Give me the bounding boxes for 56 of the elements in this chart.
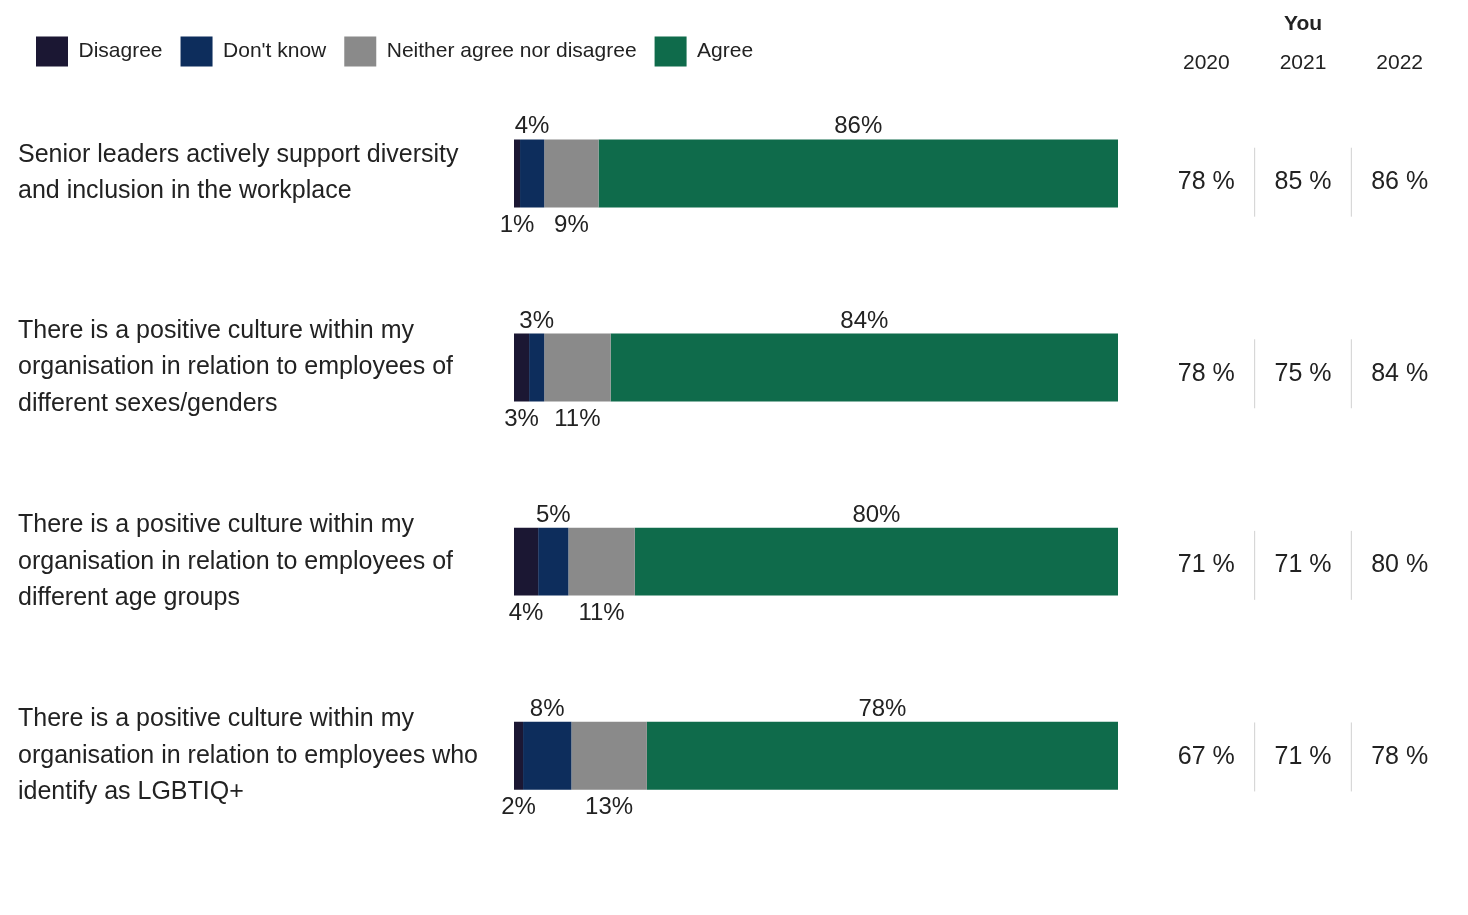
text: 80 %: [1371, 549, 1429, 578]
legend-label: Disagree: [78, 38, 163, 62]
data-label: 3%: [519, 305, 554, 333]
bar: [529, 333, 545, 402]
data-label: 5%: [535, 499, 571, 527]
data-label: 2%: [501, 792, 536, 820]
data-label: 13%: [585, 792, 634, 820]
data-label: 80%: [852, 499, 901, 527]
bar: [514, 139, 521, 208]
bar: [514, 527, 539, 596]
text: 75 %: [1274, 357, 1332, 386]
data-label: 86%: [834, 111, 883, 139]
data-label: 78%: [858, 693, 907, 721]
bar: [544, 333, 611, 402]
data-label: 4%: [514, 111, 550, 139]
data-label: 11%: [578, 598, 625, 626]
text: 86 %: [1371, 166, 1429, 195]
data-label: 8%: [529, 693, 565, 721]
bar: [571, 721, 647, 790]
bar: [646, 721, 1118, 790]
bar: [523, 721, 572, 790]
category-label: 2022: [1376, 49, 1424, 73]
text: 67 %: [1177, 740, 1235, 769]
y-tick-label: There is a positive culture within my organisation in relation to employees who identify as LGBTIQ+: [18, 703, 478, 804]
text: 78 %: [1177, 357, 1235, 386]
text: 71 %: [1274, 549, 1332, 578]
bar: [568, 527, 635, 596]
text: 71 %: [1274, 740, 1332, 769]
data-label: 1%: [499, 210, 535, 238]
bar: [544, 139, 599, 208]
y-tick-label: There is a positive culture within my organisation in relation to employees of different age groups: [18, 509, 454, 610]
y-tick-label: Senior leaders actively support diversity and inclusion in the workplace: [18, 139, 459, 204]
text: 78 %: [1371, 740, 1429, 769]
data-label: 11%: [554, 404, 601, 432]
bar: [634, 527, 1118, 596]
bar: [514, 721, 524, 790]
data-label: 84%: [840, 305, 889, 333]
text: 78 %: [1177, 166, 1235, 195]
legend-label: Neither agree nor disagree: [386, 38, 637, 62]
bar: [598, 139, 1118, 208]
legend-label: Agree: [697, 38, 754, 62]
data-label: 4%: [508, 598, 544, 626]
data-label: 9%: [554, 210, 589, 238]
data-label: 3%: [504, 404, 539, 432]
text: 71 %: [1177, 549, 1235, 578]
category-label: 2021: [1279, 49, 1327, 73]
bar: [520, 139, 545, 208]
bar: [538, 527, 569, 596]
bar: [610, 333, 1118, 402]
text: 84 %: [1371, 357, 1429, 386]
text: You: [1283, 11, 1323, 35]
y-tick-label: There is a positive culture within my organisation in relation to employees of different sexes/genders: [18, 315, 454, 416]
legend-label: Don't know: [223, 38, 328, 62]
bar: [514, 333, 530, 402]
category-label: 2020: [1182, 49, 1230, 73]
text: 85 %: [1274, 166, 1332, 195]
